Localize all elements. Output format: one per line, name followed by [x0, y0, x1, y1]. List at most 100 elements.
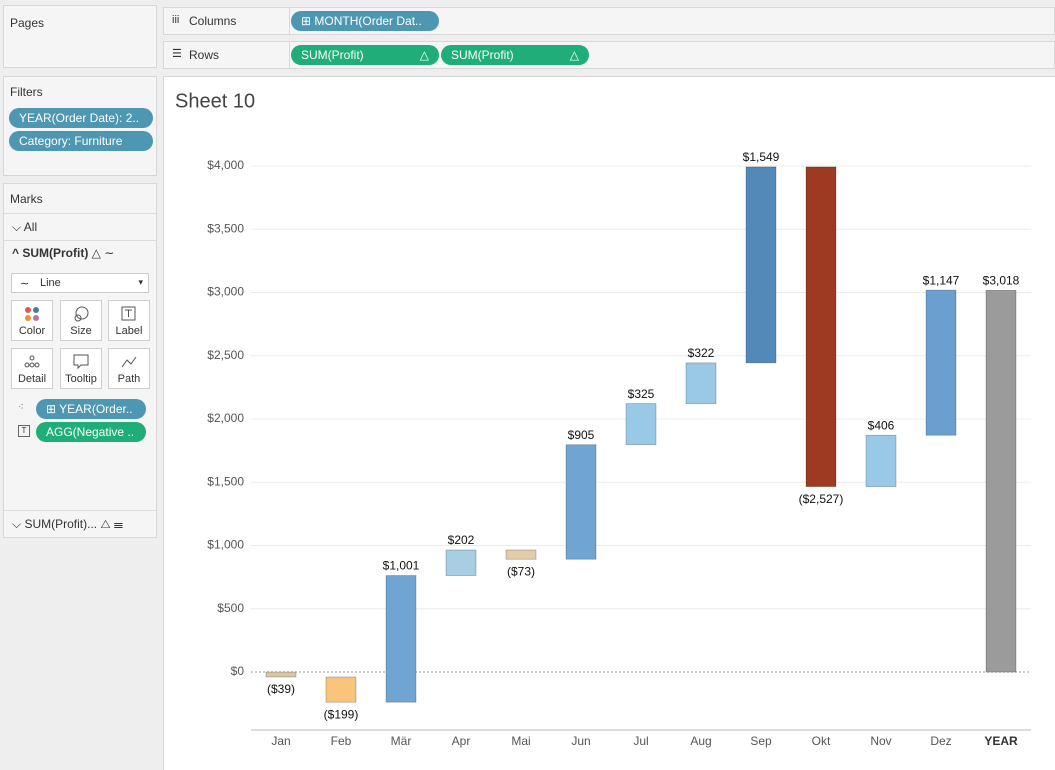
mark-type-dropdown[interactable]: ∼ Line ▾	[11, 273, 149, 293]
data-label: ($39)	[267, 682, 295, 696]
y-tick-label: $3,500	[207, 221, 244, 235]
x-tick-label: Jul	[633, 734, 648, 748]
plus-icon: ⊞	[46, 402, 60, 416]
shelf-label: Rows	[189, 48, 220, 62]
delta-icon: △	[419, 48, 429, 62]
data-label: $1,001	[383, 559, 420, 573]
x-tick-label: Mai	[511, 734, 530, 748]
data-label: $322	[688, 346, 715, 360]
chevron: ⌵	[12, 517, 25, 531]
data-label: ($199)	[324, 707, 359, 721]
bar	[505, 549, 537, 560]
y-tick-label: $2,000	[207, 411, 244, 425]
label-icon: T	[18, 425, 30, 437]
delta-icon: △ ☰	[97, 517, 123, 531]
x-tick-label: YEAR	[984, 734, 1018, 748]
filter-pill[interactable]: Category: Furniture	[9, 131, 153, 151]
bar	[325, 676, 357, 703]
data-label: $1,549	[743, 150, 780, 164]
pill-label: YEAR(Order..	[59, 402, 133, 416]
x-tick-label: Apr	[452, 734, 471, 748]
rows-shelf: ☰ Rows SUM(Profit) △ SUM(Profit) △	[163, 41, 1055, 69]
divider	[4, 510, 156, 511]
detail-icon	[24, 355, 40, 368]
columns-icon: iii	[172, 14, 180, 26]
x-tick-label: Aug	[690, 734, 711, 748]
mark-type: Line	[40, 277, 61, 289]
pages-card: Pages	[3, 5, 157, 68]
marks-card: Marks ⌵ All ^ SUM(Profit) △ ∼ ∼ Line ▾ C…	[3, 183, 157, 538]
rows-icon: ☰	[172, 48, 182, 60]
y-tick-label: $1,000	[207, 538, 244, 552]
y-tick-label: $4,000	[207, 158, 244, 172]
line-icon: ∼	[20, 278, 30, 290]
y-tick-label: $1,500	[207, 474, 244, 488]
shelf-label: Columns	[189, 14, 237, 28]
divider	[4, 213, 156, 214]
shelf-label-area: iii Columns	[164, 8, 290, 34]
bar	[805, 166, 837, 487]
marks-all[interactable]: ⌵ All	[12, 220, 37, 235]
chart-title: Sheet 10	[175, 90, 255, 112]
color-icon	[25, 307, 39, 321]
rows-pill[interactable]: SUM(Profit) △	[441, 45, 589, 65]
size-button[interactable]: Size	[60, 300, 102, 341]
second-card-header[interactable]: ⌵ SUM(Profit)... △ ☰	[12, 517, 123, 532]
filter-pill[interactable]: YEAR(Order Date): 2..	[9, 108, 153, 128]
bar	[565, 444, 597, 560]
shelf-label-area: ☰ Rows	[164, 42, 290, 68]
data-label: ($2,527)	[799, 492, 844, 506]
button-label: Color	[18, 325, 46, 337]
pill-label: SUM(Profit)	[301, 48, 364, 62]
color-button[interactable]: Color	[11, 300, 53, 341]
path-button[interactable]: Path	[108, 348, 150, 389]
tooltip-button[interactable]: Tooltip	[60, 348, 102, 389]
data-label: $325	[628, 387, 655, 401]
x-tick-label: Nov	[870, 734, 891, 748]
bar	[985, 289, 1017, 673]
rows-pill[interactable]: SUM(Profit) △	[291, 45, 439, 65]
data-label: $406	[868, 418, 895, 432]
marks-card-header[interactable]: ^ SUM(Profit) △ ∼	[12, 246, 114, 260]
bar	[865, 434, 897, 487]
filters-card: Filters YEAR(Order Date): 2.. Category: …	[3, 76, 157, 176]
bar	[265, 671, 297, 678]
pill-label: SUM(Profit)	[451, 48, 514, 62]
data-label: $1,147	[923, 273, 960, 287]
button-label: Path	[117, 373, 141, 385]
y-tick-label: $3,000	[207, 285, 244, 299]
size-icon	[74, 306, 89, 322]
columns-pill[interactable]: ⊞ MONTH(Order Dat..	[291, 11, 439, 31]
chevron: ⌵	[12, 220, 24, 234]
bar	[385, 575, 417, 703]
bar	[625, 403, 657, 446]
label-button[interactable]: Label	[108, 300, 150, 341]
filters-title: Filters	[10, 85, 43, 99]
data-label: $202	[448, 533, 475, 547]
data-label: $905	[568, 428, 595, 442]
tooltip-icon	[73, 354, 89, 370]
chevron: ^	[12, 246, 23, 260]
data-label: $3,018	[983, 273, 1020, 287]
x-tick-label: Feb	[331, 734, 352, 748]
pages-title: Pages	[10, 16, 45, 30]
y-tick-label: $0	[231, 664, 245, 678]
detail-button[interactable]: Detail	[11, 348, 53, 389]
dropdown-arrow: ▾	[138, 277, 143, 287]
x-tick-label: Sep	[750, 734, 772, 748]
columns-shelf: iii Columns ⊞ MONTH(Order Dat..	[163, 7, 1055, 35]
delta-icon: △	[569, 48, 579, 62]
x-tick-label: Dez	[930, 734, 951, 748]
x-tick-label: Jun	[571, 734, 590, 748]
x-tick-label: Jan	[271, 734, 290, 748]
card-label: SUM(Profit)...	[24, 517, 98, 531]
card-label: SUM(Profit)	[22, 246, 89, 260]
button-label: Detail	[17, 373, 47, 385]
marks-pill[interactable]: ⊞ YEAR(Order..	[36, 399, 146, 419]
marks-title: Marks	[10, 192, 43, 206]
x-tick-label: Mär	[391, 734, 412, 748]
divider	[4, 240, 156, 241]
marks-pill[interactable]: AGG(Negative ..	[36, 422, 146, 442]
bar	[745, 166, 777, 364]
